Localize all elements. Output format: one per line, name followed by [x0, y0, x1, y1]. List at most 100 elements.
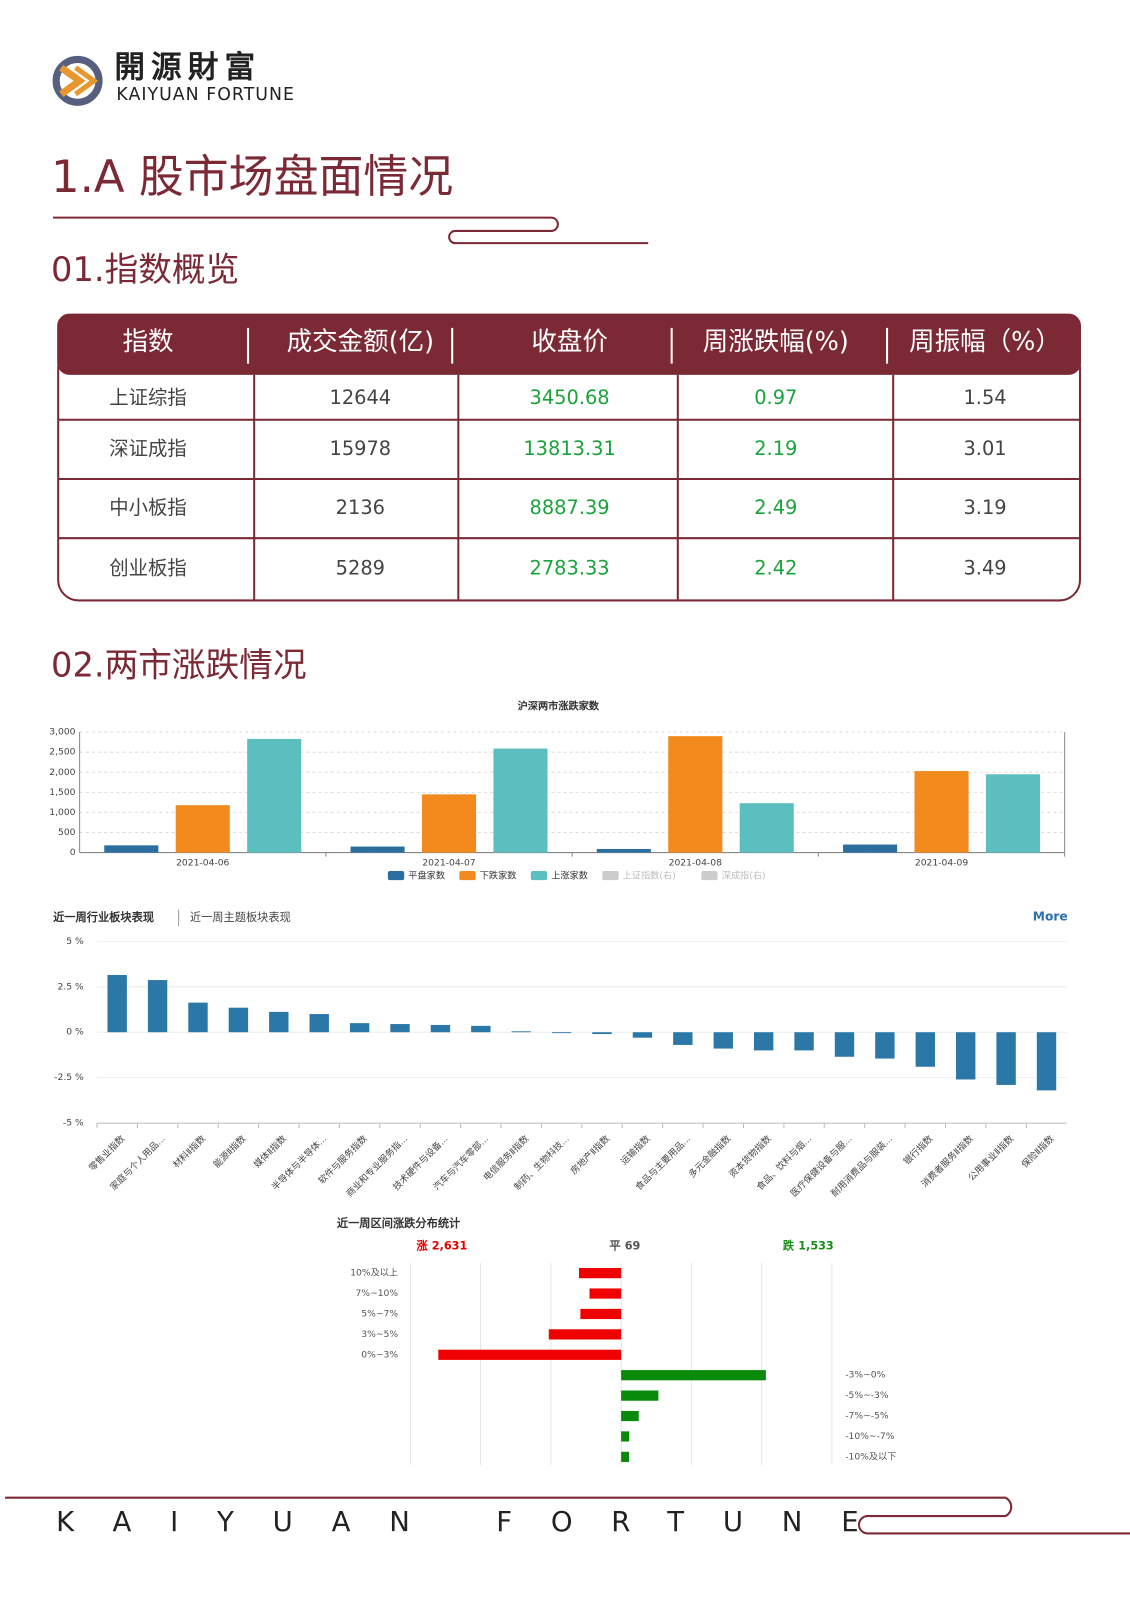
- category-label: -10%~-7%: [845, 1431, 895, 1442]
- table-header-cell: 成交金额(亿): [287, 327, 434, 357]
- title-decoration: [53, 216, 649, 245]
- table-cell: 3.01: [963, 437, 1006, 460]
- table-cell: 15978: [330, 437, 392, 460]
- bar: [471, 1025, 491, 1033]
- bar: [668, 736, 723, 853]
- table-header-cell: 指数: [123, 327, 174, 357]
- bar: [421, 794, 477, 853]
- table-header-cell: 收盘价: [531, 327, 608, 357]
- x-tick-label: 媒体Ⅱ指数: [251, 1133, 289, 1171]
- table-cell: 13813.31: [523, 437, 615, 460]
- legend-label: 上涨家数: [551, 870, 588, 882]
- summary-value: 1,533: [798, 1240, 834, 1253]
- legend-swatch: [701, 870, 718, 881]
- table-cell: 12644: [330, 386, 392, 409]
- table-cell: 创业板指: [109, 556, 187, 579]
- x-tick-label: 能源Ⅱ指数: [211, 1133, 249, 1171]
- bar: [1036, 1032, 1057, 1091]
- y-tick-label: 2.5 %: [57, 981, 84, 992]
- footer-text: KAIYUAN FORTUNE: [56, 1506, 897, 1538]
- bar: [753, 1032, 774, 1051]
- table-cell: 3.49: [963, 556, 1006, 579]
- y-tick-label: -2.5 %: [54, 1072, 84, 1083]
- x-tick-label: 零售业指数: [86, 1133, 127, 1174]
- y-tick-label: 1,500: [49, 787, 75, 798]
- bar: [589, 1288, 622, 1299]
- table-cell: 2136: [336, 496, 385, 519]
- table-cell: 3450.68: [530, 386, 610, 409]
- x-tick-label: 2021-04-08: [669, 857, 722, 868]
- bar: [188, 1002, 208, 1033]
- bar: [834, 1032, 855, 1057]
- bar: [621, 1390, 659, 1401]
- bar: [621, 1451, 630, 1462]
- chart-sector-performance: 近一周行业板块表现 近一周主题板块表现 More 5 % 2.5 % 0 % -2.5 % -…: [53, 909, 1068, 1199]
- bar: [430, 1024, 451, 1033]
- bar: [438, 1349, 622, 1360]
- bar: [794, 1032, 814, 1051]
- bar: [621, 1370, 766, 1381]
- bar: [349, 1023, 370, 1033]
- table-cell: 5289: [336, 556, 385, 579]
- table-cell: 中小板指: [109, 496, 187, 519]
- x-tick-label: 2021-04-06: [176, 857, 229, 868]
- table-cell: 1.54: [963, 386, 1006, 409]
- table-cell: 8887.39: [530, 496, 610, 519]
- legend-label: 平盘家数: [408, 870, 445, 882]
- y-tick-label: 500: [58, 827, 76, 838]
- chart-title: 沪深两市涨跌家数: [518, 700, 600, 713]
- legend-label: 下跌家数: [480, 870, 517, 882]
- bar: [551, 1032, 572, 1034]
- tab: 近一周主题板块表现: [190, 910, 291, 924]
- summary-value: 69: [625, 1240, 641, 1253]
- category-label: 10%及以上: [350, 1268, 398, 1279]
- chart-updown-count: 沪深两市涨跌家数 0 500 1,000 1,500 2,000 2,500 3,000 202…: [49, 700, 1066, 882]
- bar: [875, 1032, 895, 1059]
- bar: [621, 1431, 630, 1442]
- legend-label: 深成指(右): [722, 870, 766, 882]
- page-title: 1.A 股市场盘面情况: [51, 150, 453, 203]
- table-cell: 2.42: [754, 556, 797, 579]
- bar: [915, 1032, 935, 1067]
- y-tick-label: 5 %: [66, 936, 84, 947]
- bar: [621, 1410, 639, 1422]
- bar: [309, 1014, 329, 1033]
- x-tick-label: 房地产Ⅱ指数: [568, 1133, 612, 1177]
- x-tick-label: 银行指数: [901, 1133, 935, 1167]
- section-title: 01.指数概览: [51, 250, 239, 289]
- bar: [228, 1007, 249, 1033]
- bar: [511, 1031, 531, 1033]
- category-label: 3%~5%: [361, 1329, 398, 1340]
- summary-name: 平: [609, 1240, 620, 1253]
- more-link[interactable]: More: [1033, 909, 1068, 923]
- x-tick-label: 保险Ⅱ指数: [1019, 1133, 1057, 1171]
- chart-title: 近一周区间涨跌分布统计: [337, 1216, 460, 1230]
- summary-name: 涨: [416, 1239, 428, 1253]
- category-label: -3%~0%: [845, 1370, 885, 1381]
- table-cell: 2.19: [754, 437, 797, 460]
- bar: [985, 774, 1041, 853]
- bar: [175, 805, 230, 853]
- tab: 近一周行业板块表现: [53, 910, 154, 924]
- bar: [843, 844, 898, 853]
- category-label: 7%~10%: [355, 1288, 398, 1299]
- summary: 涨 2,631: [416, 1239, 467, 1253]
- bar: [739, 803, 794, 853]
- summary-value: 2,631: [432, 1240, 468, 1253]
- bar: [107, 974, 127, 1033]
- legend-swatch: [602, 870, 619, 881]
- bar: [269, 1011, 289, 1033]
- logo-en: KAIYUAN FORTUNE: [116, 85, 295, 105]
- category-label: 5%~7%: [361, 1308, 398, 1319]
- category-label: -5%~-3%: [845, 1390, 889, 1401]
- x-tick-label: 多元金融指数: [686, 1133, 733, 1180]
- legend-label: 上证指数(右): [623, 870, 676, 882]
- bar: [580, 1308, 622, 1320]
- bar: [914, 771, 969, 853]
- table-header-bg: [57, 313, 1082, 375]
- category-label: -7%~-5%: [845, 1411, 889, 1422]
- bar: [247, 738, 302, 853]
